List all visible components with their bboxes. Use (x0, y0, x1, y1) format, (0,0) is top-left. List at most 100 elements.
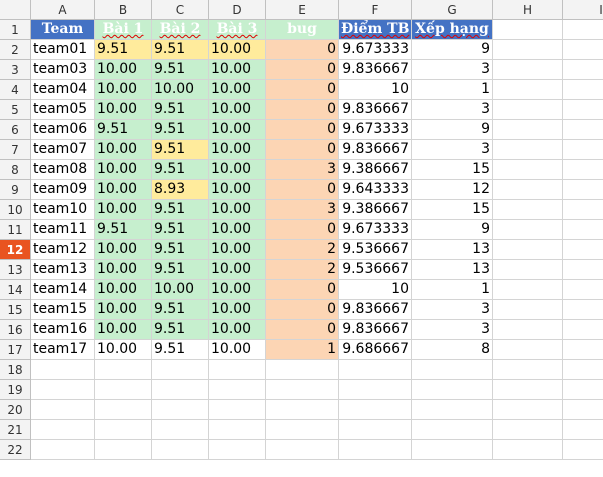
cell-f21[interactable] (339, 420, 412, 440)
cell-e21[interactable] (266, 420, 339, 440)
cell-i1[interactable] (563, 20, 603, 40)
column-header-i[interactable]: I (563, 0, 603, 20)
cell-e2[interactable]: 0 (266, 40, 339, 60)
column-header-h[interactable]: H (493, 0, 563, 20)
row-header-2[interactable]: 2 (0, 40, 31, 60)
cell-h1[interactable] (493, 20, 563, 40)
header-cell-c[interactable]: Bài 2 (152, 20, 209, 40)
cell-f4[interactable]: 10 (339, 80, 412, 100)
cell-a17[interactable]: team17 (31, 340, 95, 360)
header-cell-e[interactable]: bug (266, 20, 339, 40)
cell-f2[interactable]: 9.673333 (339, 40, 412, 60)
cell-h6[interactable] (493, 120, 563, 140)
cell-f22[interactable] (339, 440, 412, 460)
cell-g12[interactable]: 13 (412, 240, 493, 260)
cell-g9[interactable]: 12 (412, 180, 493, 200)
cell-f12[interactable]: 9.536667 (339, 240, 412, 260)
cell-d21[interactable] (209, 420, 266, 440)
cell-c2[interactable]: 9.51 (152, 40, 209, 60)
cell-a18[interactable] (31, 360, 95, 380)
row-header-21[interactable]: 21 (0, 420, 31, 440)
cell-a4[interactable]: team04 (31, 80, 95, 100)
cell-e7[interactable]: 0 (266, 140, 339, 160)
cell-d10[interactable]: 10.00 (209, 200, 266, 220)
cell-h20[interactable] (493, 400, 563, 420)
cell-i14[interactable] (563, 280, 603, 300)
cell-b10[interactable]: 10.00 (95, 200, 152, 220)
cell-i15[interactable] (563, 300, 603, 320)
header-cell-f[interactable]: Điểm TB (339, 20, 412, 40)
cell-c12[interactable]: 9.51 (152, 240, 209, 260)
cell-i6[interactable] (563, 120, 603, 140)
cell-g7[interactable]: 3 (412, 140, 493, 160)
cell-d16[interactable]: 10.00 (209, 320, 266, 340)
cell-c18[interactable] (152, 360, 209, 380)
cell-g17[interactable]: 8 (412, 340, 493, 360)
cell-i17[interactable] (563, 340, 603, 360)
cell-f10[interactable]: 9.386667 (339, 200, 412, 220)
cell-a12[interactable]: team12 (31, 240, 95, 260)
cell-d5[interactable]: 10.00 (209, 100, 266, 120)
row-header-16[interactable]: 16 (0, 320, 31, 340)
cell-e12[interactable]: 2 (266, 240, 339, 260)
cell-i10[interactable] (563, 200, 603, 220)
cell-e18[interactable] (266, 360, 339, 380)
cell-c10[interactable]: 9.51 (152, 200, 209, 220)
cell-f11[interactable]: 9.673333 (339, 220, 412, 240)
cell-h14[interactable] (493, 280, 563, 300)
cell-f15[interactable]: 9.836667 (339, 300, 412, 320)
cell-e11[interactable]: 0 (266, 220, 339, 240)
row-header-7[interactable]: 7 (0, 140, 31, 160)
select-all-corner[interactable] (0, 0, 31, 20)
cell-h19[interactable] (493, 380, 563, 400)
cell-h3[interactable] (493, 60, 563, 80)
cell-i18[interactable] (563, 360, 603, 380)
header-cell-a[interactable]: Team (31, 20, 95, 40)
cell-g4[interactable]: 1 (412, 80, 493, 100)
cell-a5[interactable]: team05 (31, 100, 95, 120)
cell-a21[interactable] (31, 420, 95, 440)
cell-i5[interactable] (563, 100, 603, 120)
cell-e19[interactable] (266, 380, 339, 400)
cell-h7[interactable] (493, 140, 563, 160)
row-header-20[interactable]: 20 (0, 400, 31, 420)
cell-i12[interactable] (563, 240, 603, 260)
column-header-c[interactable]: C (152, 0, 209, 20)
cell-h11[interactable] (493, 220, 563, 240)
cell-g15[interactable]: 3 (412, 300, 493, 320)
cell-d17[interactable]: 10.00 (209, 340, 266, 360)
cell-h21[interactable] (493, 420, 563, 440)
cell-h5[interactable] (493, 100, 563, 120)
cell-e3[interactable]: 0 (266, 60, 339, 80)
cell-a7[interactable]: team07 (31, 140, 95, 160)
cell-f3[interactable]: 9.836667 (339, 60, 412, 80)
cell-d14[interactable]: 10.00 (209, 280, 266, 300)
cell-a13[interactable]: team13 (31, 260, 95, 280)
cell-d8[interactable]: 10.00 (209, 160, 266, 180)
cell-b7[interactable]: 10.00 (95, 140, 152, 160)
cell-e17[interactable]: 1 (266, 340, 339, 360)
cell-e8[interactable]: 3 (266, 160, 339, 180)
cell-g5[interactable]: 3 (412, 100, 493, 120)
cell-h10[interactable] (493, 200, 563, 220)
cell-i4[interactable] (563, 80, 603, 100)
cell-e14[interactable]: 0 (266, 280, 339, 300)
cell-e4[interactable]: 0 (266, 80, 339, 100)
cell-h8[interactable] (493, 160, 563, 180)
row-header-19[interactable]: 19 (0, 380, 31, 400)
cell-d12[interactable]: 10.00 (209, 240, 266, 260)
cell-b16[interactable]: 10.00 (95, 320, 152, 340)
cell-d13[interactable]: 10.00 (209, 260, 266, 280)
cell-h2[interactable] (493, 40, 563, 60)
cell-c14[interactable]: 10.00 (152, 280, 209, 300)
cell-i7[interactable] (563, 140, 603, 160)
row-header-17[interactable]: 17 (0, 340, 31, 360)
cell-c5[interactable]: 9.51 (152, 100, 209, 120)
cell-a10[interactable]: team10 (31, 200, 95, 220)
row-header-6[interactable]: 6 (0, 120, 31, 140)
cell-c20[interactable] (152, 400, 209, 420)
cell-c4[interactable]: 10.00 (152, 80, 209, 100)
cell-h22[interactable] (493, 440, 563, 460)
cell-c15[interactable]: 9.51 (152, 300, 209, 320)
cell-c17[interactable]: 9.51 (152, 340, 209, 360)
